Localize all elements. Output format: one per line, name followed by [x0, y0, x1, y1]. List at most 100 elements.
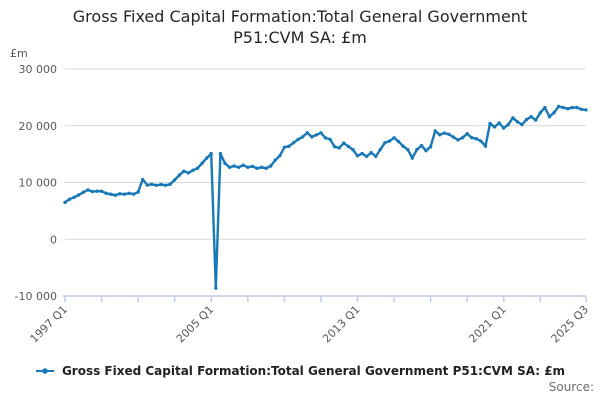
y-axis-unit-label: £m — [10, 47, 28, 60]
data-point — [456, 138, 460, 142]
data-point — [319, 131, 323, 135]
data-point — [305, 131, 309, 135]
data-point — [342, 141, 346, 145]
x-tick-label: 2005 Q1 — [174, 303, 217, 346]
data-point — [150, 182, 154, 186]
data-point — [113, 193, 118, 197]
data-point — [520, 122, 524, 127]
y-tick-label: 10 000 — [19, 177, 58, 190]
data-point — [328, 137, 332, 142]
data-point — [63, 200, 67, 205]
legend-series-label: Gross Fixed Capital Formation:Total Gene… — [61, 364, 566, 378]
data-point — [300, 135, 305, 139]
data-point — [410, 156, 414, 160]
x-tick-label: 2025 Q3 — [549, 303, 592, 346]
data-point — [465, 132, 469, 136]
data-point — [186, 171, 191, 175]
data-point — [291, 141, 296, 145]
data-point — [534, 118, 538, 122]
chart-title-line2: P51:CVM SA: £m — [233, 28, 367, 47]
data-point — [310, 135, 314, 139]
data-point — [479, 139, 483, 143]
x-tick-label: 1997 Q1 — [28, 303, 71, 346]
data-point — [72, 195, 76, 199]
data-point — [447, 132, 451, 136]
y-tick-label: 30 000 — [19, 63, 58, 76]
data-point — [159, 182, 163, 187]
data-point — [77, 193, 81, 197]
data-point — [346, 144, 351, 149]
data-point — [470, 136, 474, 140]
x-tick-label: 2013 Q1 — [320, 303, 363, 346]
data-point — [351, 147, 355, 152]
data-point — [182, 169, 186, 173]
data-point — [369, 151, 373, 155]
data-point — [483, 144, 488, 148]
data-point — [364, 154, 369, 159]
data-point — [90, 189, 95, 194]
data-point — [109, 192, 113, 196]
data-point — [314, 133, 319, 137]
data-point — [296, 137, 300, 142]
data-point — [287, 144, 291, 148]
data-point — [278, 154, 282, 158]
data-point — [269, 164, 273, 168]
data-point — [209, 151, 213, 156]
data-line-series — [63, 105, 588, 290]
data-point — [524, 117, 529, 122]
data-point — [488, 121, 492, 126]
data-point — [173, 178, 177, 182]
data-point — [506, 122, 510, 127]
data-point — [200, 161, 204, 165]
data-point — [383, 141, 387, 145]
data-point — [515, 120, 520, 124]
data-point — [378, 147, 382, 152]
chart-title: Gross Fixed Capital Formation:Total Gene… — [0, 6, 600, 48]
data-point — [264, 166, 268, 170]
data-point — [428, 145, 433, 149]
data-point — [67, 197, 72, 201]
y-tick-label: 20 000 — [19, 120, 58, 133]
data-point — [438, 133, 442, 137]
data-point — [406, 147, 410, 152]
data-point — [223, 161, 227, 165]
data-point — [401, 144, 405, 148]
data-point — [552, 111, 556, 115]
data-point — [474, 137, 478, 141]
x-tick-label: 2021 Q1 — [466, 303, 509, 346]
data-point — [246, 165, 250, 169]
data-point — [218, 151, 223, 156]
data-point — [99, 189, 104, 193]
data-point — [282, 145, 287, 149]
data-point — [392, 136, 396, 140]
data-point — [575, 105, 579, 110]
data-point — [259, 165, 264, 169]
data-point — [227, 165, 232, 169]
data-point — [145, 183, 149, 187]
data-point — [543, 105, 547, 110]
data-point — [497, 121, 501, 125]
data-point — [538, 111, 542, 115]
data-point — [118, 192, 122, 196]
chart-title-line1: Gross Fixed Capital Formation:Total Gene… — [72, 7, 528, 26]
y-tick-label: 0 — [50, 233, 57, 246]
data-point — [579, 107, 584, 112]
data-point — [214, 286, 218, 290]
data-point — [273, 158, 277, 162]
data-point — [168, 182, 172, 186]
data-point — [237, 165, 241, 169]
data-point — [502, 126, 506, 130]
data-point — [122, 192, 127, 196]
data-point — [547, 115, 552, 119]
legend: Gross Fixed Capital Formation:Total Gene… — [0, 364, 600, 378]
data-point — [387, 139, 392, 143]
legend-line-with-dot-icon — [35, 368, 54, 374]
data-point — [396, 139, 401, 144]
data-point — [205, 156, 209, 160]
data-point — [323, 136, 328, 140]
data-point — [561, 105, 565, 110]
data-point — [104, 191, 108, 195]
data-point — [131, 192, 136, 196]
data-point — [81, 190, 86, 194]
data-point — [570, 105, 574, 110]
